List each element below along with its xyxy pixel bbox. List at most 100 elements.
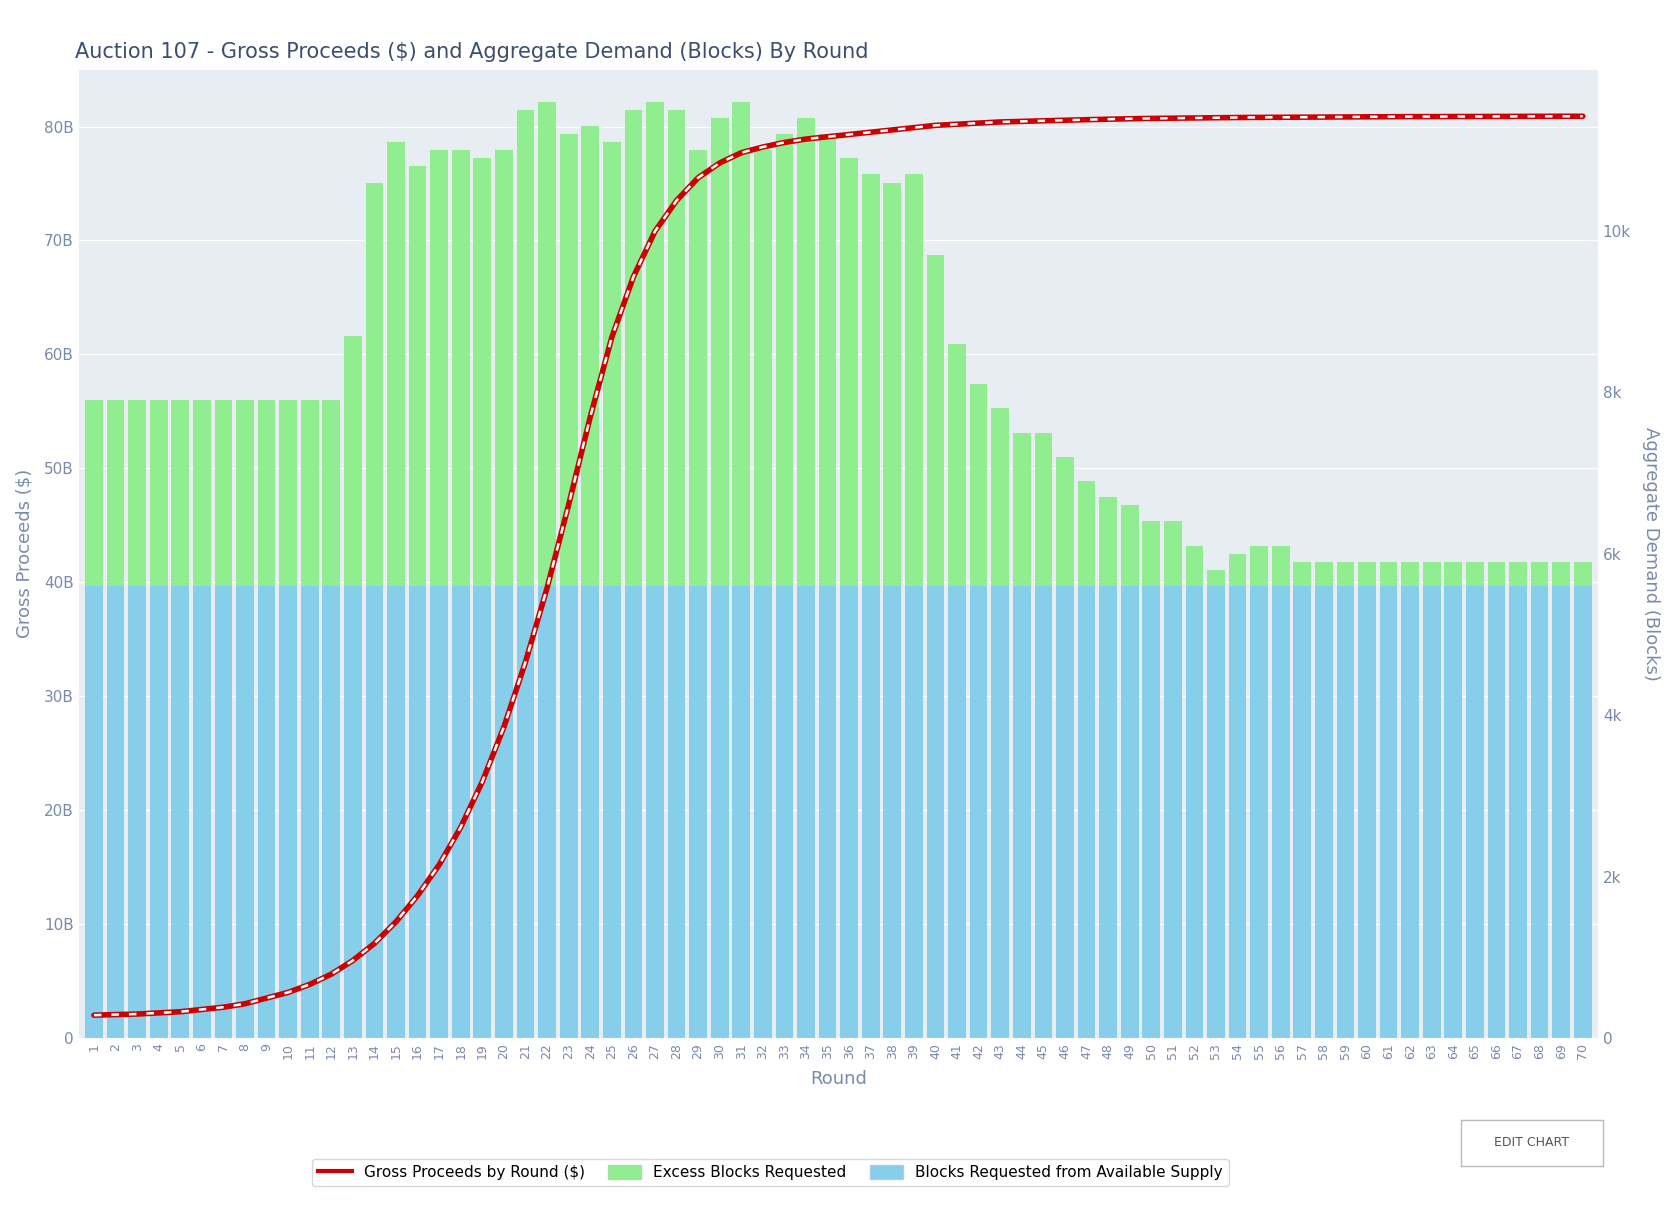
Bar — [1422, 587, 1440, 1037]
Bar — [668, 587, 685, 1037]
Bar — [1358, 562, 1375, 587]
Bar — [1466, 562, 1484, 587]
Bar — [129, 400, 146, 587]
Bar — [1444, 587, 1462, 1037]
Gross Proceeds by Round ($) — [538, 581, 558, 595]
Bar — [149, 400, 168, 587]
Y-axis label: Gross Proceeds ($): Gross Proceeds ($) — [15, 469, 34, 639]
Bar — [710, 118, 729, 587]
Bar — [647, 587, 663, 1037]
Gross Proceeds by Round ($) — [1335, 109, 1355, 124]
Line: Gross Proceeds by Round ($): Gross Proceeds by Round ($) — [94, 116, 1583, 1016]
Bar — [129, 587, 146, 1037]
Bar — [797, 587, 814, 1037]
Bar — [193, 587, 211, 1037]
Bar — [1271, 587, 1290, 1037]
Bar — [430, 587, 447, 1037]
Bar — [603, 587, 621, 1037]
Bar — [171, 587, 189, 1037]
Bar — [905, 587, 923, 1037]
Bar — [387, 142, 405, 587]
Bar — [1553, 587, 1569, 1037]
Bar — [1553, 562, 1569, 587]
Bar — [1077, 587, 1095, 1037]
Bar — [1250, 587, 1268, 1037]
Bar — [1531, 562, 1548, 587]
Bar — [1487, 587, 1506, 1037]
Bar — [1013, 587, 1030, 1037]
Bar — [1013, 433, 1030, 587]
Bar — [1250, 545, 1268, 587]
Bar — [1035, 587, 1052, 1037]
Bar — [1444, 562, 1462, 587]
Bar — [538, 102, 556, 587]
Bar — [516, 587, 534, 1037]
Bar — [1293, 562, 1312, 587]
Bar — [343, 587, 362, 1037]
Bar — [1077, 481, 1095, 587]
Gross Proceeds by Round ($) — [278, 985, 298, 1000]
Bar — [302, 400, 318, 587]
Bar — [841, 159, 858, 587]
Bar — [1509, 562, 1528, 587]
Bar — [710, 587, 729, 1037]
Bar — [1380, 587, 1397, 1037]
Gross Proceeds by Round ($) — [1357, 109, 1377, 124]
Bar — [280, 400, 296, 587]
Bar — [1057, 587, 1074, 1037]
Bar — [1186, 587, 1203, 1037]
Bar — [365, 587, 384, 1037]
Gross Proceeds by Round ($) — [84, 1008, 104, 1023]
Bar — [1487, 562, 1506, 587]
Bar — [603, 142, 621, 587]
Bar — [992, 587, 1008, 1037]
Bar — [452, 150, 469, 587]
Bar — [1142, 587, 1161, 1037]
Bar — [970, 587, 988, 1037]
Bar — [302, 587, 318, 1037]
Bar — [1208, 570, 1224, 587]
Bar — [1402, 587, 1419, 1037]
Bar — [690, 150, 707, 587]
Bar — [496, 587, 513, 1037]
Bar — [409, 587, 427, 1037]
Bar — [496, 150, 513, 587]
Bar — [690, 587, 707, 1037]
Bar — [1337, 587, 1355, 1037]
Bar — [236, 400, 255, 587]
Bar — [926, 256, 945, 587]
Bar — [1099, 587, 1117, 1037]
Bar — [516, 110, 534, 587]
Y-axis label: Aggregate Demand (Blocks): Aggregate Demand (Blocks) — [1642, 427, 1660, 681]
Bar — [323, 587, 340, 1037]
Bar — [1402, 562, 1419, 587]
Bar — [819, 135, 836, 587]
Bar — [1035, 433, 1052, 587]
Gross Proceeds by Round ($) — [429, 858, 449, 873]
Bar — [1574, 587, 1591, 1037]
Bar — [1531, 587, 1548, 1037]
Bar — [970, 384, 988, 587]
Bar — [559, 587, 578, 1037]
Text: Auction 107 - Gross Proceeds ($) and Aggregate Demand (Blocks) By Round: Auction 107 - Gross Proceeds ($) and Agg… — [75, 42, 869, 63]
Bar — [1142, 521, 1161, 587]
Bar — [1315, 587, 1333, 1037]
Bar — [1229, 587, 1246, 1037]
Bar — [1099, 497, 1117, 587]
Bar — [214, 587, 233, 1037]
Bar — [538, 587, 556, 1037]
Bar — [776, 135, 794, 587]
Gross Proceeds by Round ($) — [905, 120, 925, 135]
Bar — [625, 587, 642, 1037]
Text: EDIT CHART: EDIT CHART — [1494, 1137, 1569, 1149]
Bar — [948, 587, 966, 1037]
Bar — [343, 336, 362, 587]
Bar — [85, 400, 102, 587]
Bar — [387, 587, 405, 1037]
Bar — [323, 400, 340, 587]
Bar — [883, 183, 901, 587]
Bar — [1121, 587, 1139, 1037]
Bar — [1358, 587, 1375, 1037]
Bar — [474, 587, 491, 1037]
Gross Proceeds by Round ($) — [1551, 109, 1571, 124]
